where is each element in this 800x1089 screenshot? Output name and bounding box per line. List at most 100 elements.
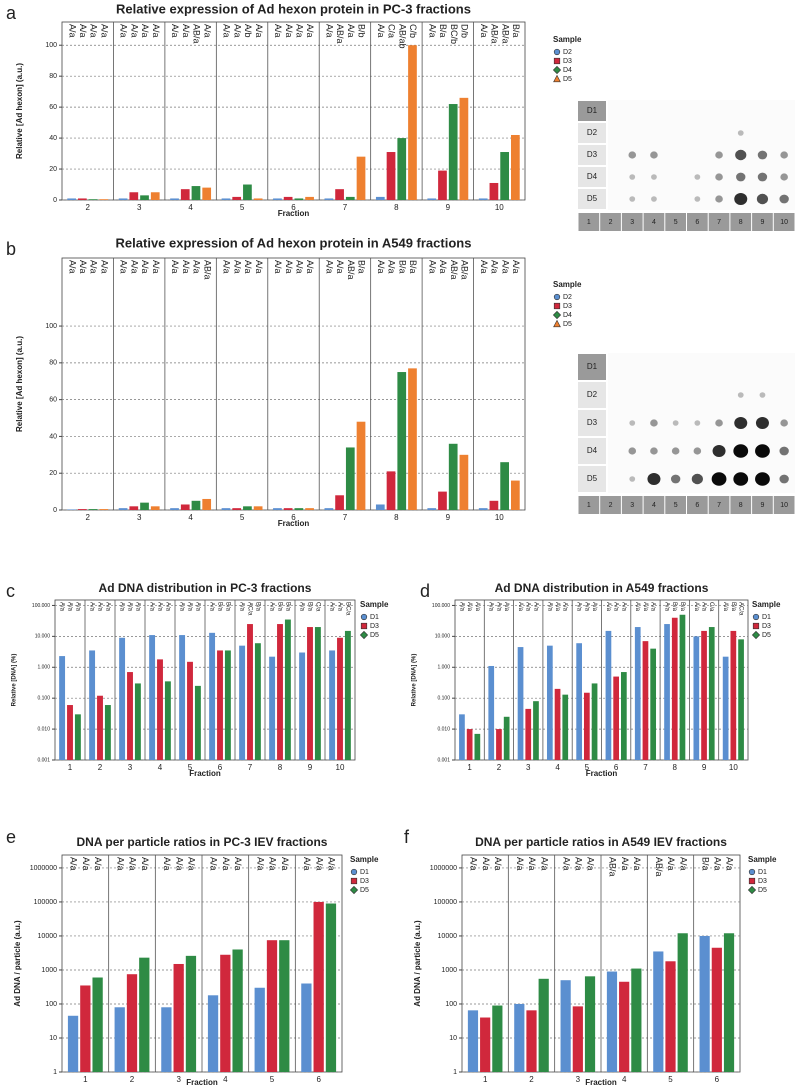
- bar: [217, 650, 223, 760]
- significance-letter: A/a: [134, 602, 140, 612]
- x-tick-label: 6: [291, 203, 296, 212]
- significance-letter: A/a: [539, 857, 549, 871]
- significance-letter: AC/a: [737, 602, 743, 616]
- significance-letter: A/a: [481, 857, 491, 871]
- bar: [273, 198, 282, 200]
- bar: [711, 947, 722, 1072]
- bar: [194, 685, 201, 760]
- bar: [202, 187, 212, 200]
- x-tick-label: 4: [158, 763, 163, 772]
- blot-column-cell: [621, 213, 643, 231]
- significance-letter: A/a: [466, 602, 472, 612]
- legend-label: D5: [563, 321, 572, 328]
- significance-letter: A/a: [96, 602, 102, 612]
- bar: [150, 192, 160, 200]
- bar: [492, 1005, 503, 1072]
- legend-label: D1: [370, 614, 379, 621]
- blot-column-label: 6: [695, 219, 699, 226]
- legend-marker: [553, 293, 561, 301]
- bar: [299, 652, 306, 760]
- bar: [345, 196, 355, 200]
- significance-letter: A/a: [170, 24, 180, 38]
- significance-letter: A/a: [302, 857, 312, 871]
- significance-letter: A/a: [149, 602, 155, 612]
- bar: [701, 630, 707, 760]
- legend-marker: [553, 57, 561, 65]
- blot-spot: [629, 196, 636, 202]
- chart-title: Relative expression of Ad hexon protein …: [116, 1, 471, 16]
- y-tick-label: 1000000: [430, 865, 457, 872]
- y-tick-label: 1: [53, 1069, 57, 1076]
- significance-letter: A/a: [81, 857, 91, 871]
- significance-letter: A/a: [254, 260, 264, 274]
- bar: [699, 935, 710, 1072]
- blot-spot: [629, 420, 636, 426]
- bar: [356, 421, 366, 510]
- significance-letter: A/a: [700, 602, 706, 612]
- blot-spot: [755, 472, 770, 486]
- blot-row-cell: [578, 167, 606, 187]
- bar: [496, 729, 502, 760]
- y-tick-label: 1: [453, 1069, 457, 1076]
- significance-letter: B/a: [408, 260, 418, 274]
- significance-letter: A/a: [67, 24, 77, 38]
- significance-letter: A/a: [268, 857, 278, 871]
- significance-letter: A/a: [634, 602, 640, 612]
- bar: [202, 498, 212, 510]
- significance-letter: A/a: [474, 602, 480, 612]
- blot-column-cell: [773, 496, 795, 514]
- panel-letter: f: [404, 827, 410, 847]
- y-tick-label: 0: [53, 197, 57, 204]
- blot-spot: [711, 472, 727, 486]
- bar: [488, 665, 495, 760]
- y-tick-label: 0.001: [437, 757, 450, 763]
- bar: [606, 971, 618, 1072]
- significance-letter: A/a: [170, 260, 180, 274]
- legend-marker: [350, 877, 358, 885]
- significance-letter: B/a: [679, 602, 685, 612]
- significance-letter: A/a: [129, 260, 139, 274]
- blot-spot: [779, 474, 789, 484]
- x-tick-label: 4: [188, 203, 193, 212]
- blot-column-cell: [578, 496, 600, 514]
- x-tick-label: 1: [483, 1075, 488, 1084]
- blot-spot: [780, 173, 788, 181]
- blot-spot: [733, 472, 749, 486]
- x-tick-label: 3: [526, 763, 531, 772]
- legend-label: D5: [370, 632, 379, 639]
- x-tick-label: 1: [467, 763, 472, 772]
- legend-label: D5: [563, 76, 572, 83]
- significance-letter: A/a: [67, 260, 77, 274]
- bar: [170, 508, 179, 510]
- significance-letter: A/a: [299, 602, 305, 612]
- significance-letter: B/a: [671, 602, 677, 612]
- bar: [325, 903, 337, 1072]
- bar: [584, 976, 596, 1072]
- bar: [220, 954, 231, 1072]
- y-tick-label: 10000: [438, 933, 458, 940]
- x-tick-label: 6: [614, 763, 619, 772]
- significance-letter: C/a: [314, 602, 320, 612]
- bar: [489, 182, 499, 200]
- y-tick-label: 100.000: [432, 603, 450, 609]
- x-tick-label: 9: [446, 513, 451, 522]
- significance-letter: AC/a: [246, 602, 252, 616]
- bar: [221, 508, 231, 510]
- bar: [386, 152, 396, 200]
- blot-column-label: 2: [609, 502, 613, 509]
- bar: [254, 643, 261, 760]
- significance-letter: A/a: [140, 857, 150, 871]
- blot-column-label: 2: [609, 219, 613, 226]
- bar: [591, 683, 598, 760]
- blot-spot: [757, 150, 768, 160]
- bar: [129, 192, 139, 200]
- significance-letter: A/a: [666, 857, 676, 871]
- significance-letter: B/a: [224, 602, 230, 612]
- x-tick-label: 10: [495, 203, 504, 212]
- bar: [89, 650, 96, 760]
- bar: [375, 196, 385, 200]
- blot-column-label: 3: [630, 502, 634, 509]
- blot-column-label: 4: [652, 219, 656, 226]
- x-tick-label: 6: [715, 1075, 720, 1084]
- blot-column-cell: [687, 496, 708, 514]
